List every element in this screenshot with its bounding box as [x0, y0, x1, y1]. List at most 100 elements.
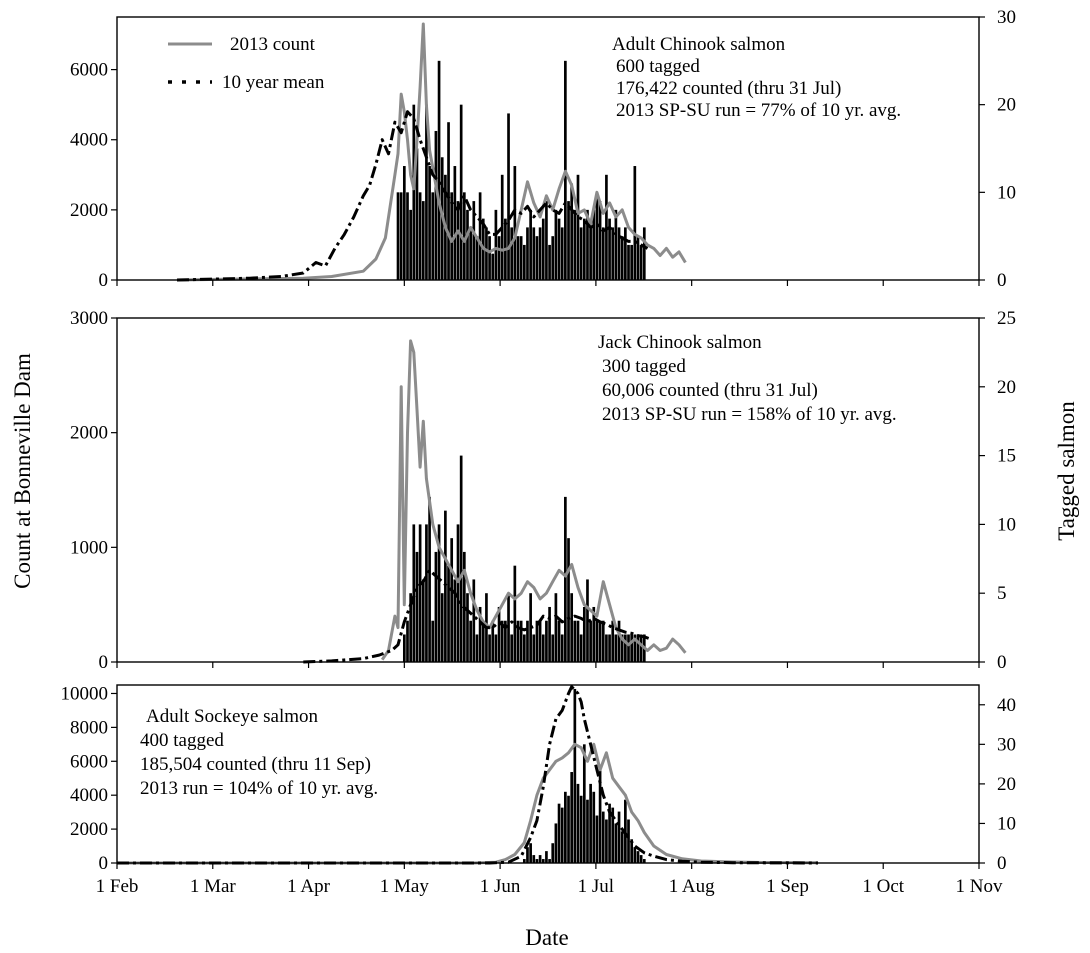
tagged-bar	[412, 524, 416, 662]
y-right-tick-label: 0	[997, 270, 1007, 291]
y-right-tick-label: 5	[997, 583, 1007, 604]
plot-frame	[116, 317, 980, 663]
tagged-bar	[601, 620, 605, 662]
tagged-bar	[421, 579, 425, 662]
tagged-bar	[548, 859, 551, 863]
tagged-bar	[529, 843, 532, 863]
tagged-bar	[396, 192, 400, 280]
tagged-bar	[586, 799, 589, 863]
tagged-bar	[425, 524, 428, 662]
tagged-bar	[605, 174, 608, 280]
tagged-bar	[620, 634, 624, 662]
tagged-bar	[560, 227, 564, 280]
tagged-bar	[532, 227, 536, 280]
tagged-bar	[567, 538, 570, 662]
tagged-bar	[478, 606, 482, 662]
tagged-bar	[573, 209, 577, 280]
tagged-bar	[592, 606, 596, 662]
x-tick-label: 1 Nov	[956, 876, 1003, 897]
tagged-bar	[428, 496, 431, 662]
tagged-bar	[579, 634, 583, 662]
tagged-bar	[551, 843, 555, 863]
y-right-tick-label: 25	[997, 308, 1016, 329]
y-left-tick-label: 6000	[70, 751, 108, 772]
tagged-bar	[538, 620, 542, 662]
y-left-tick-label: 0	[99, 652, 109, 673]
tagged-bar	[428, 166, 431, 280]
tagged-bar	[437, 60, 441, 280]
tagged-bar	[522, 244, 526, 280]
mean-line	[303, 568, 652, 664]
y-left-tick-label: 8000	[70, 717, 108, 738]
tagged-bar	[500, 620, 504, 662]
panel-annotation-line: 185,504 counted (thru 11 Sep)	[140, 754, 371, 775]
y-left-tick-label: 4000	[70, 130, 108, 151]
tagged-bar	[642, 859, 646, 863]
panel-annotation-line: 2013 SP-SU run = 77% of 10 yr. avg.	[616, 100, 901, 121]
tagged-bar	[450, 192, 454, 280]
y-right-tick-label: 10	[997, 514, 1016, 535]
mean-line	[176, 110, 649, 282]
y-left-tick-label: 0	[99, 853, 109, 874]
tagged-bar	[456, 524, 460, 662]
tagged-bar	[462, 192, 466, 280]
tagged-bar	[453, 579, 457, 662]
x-tick-label: 1 Jul	[578, 876, 614, 897]
y-left-tick-label: 2000	[70, 200, 108, 221]
y-left-tick-label: 3000	[70, 308, 108, 329]
tagged-bar	[545, 851, 548, 863]
tagged-bar	[554, 593, 558, 662]
y-axis-right-title: Tagged salmon	[1054, 401, 1079, 541]
tagged-bar	[504, 620, 507, 662]
tagged-bar	[548, 244, 551, 280]
tagged-bar	[434, 551, 438, 662]
tagged-bar	[611, 227, 615, 280]
tagged-bar	[532, 855, 536, 863]
tagged-bar	[541, 859, 545, 863]
tagged-bar	[485, 227, 488, 280]
tagged-bar	[598, 201, 602, 280]
tagged-bar	[513, 166, 517, 280]
tagged-bar	[418, 524, 422, 662]
tagged-bar	[601, 811, 605, 863]
panel-annotation-line: Adult Chinook salmon	[612, 34, 786, 55]
tagged-bar	[481, 620, 485, 662]
y-left-tick-label: 10000	[61, 683, 109, 704]
tagged-bar	[576, 174, 580, 280]
tagged-bar	[560, 807, 564, 863]
tagged-bar	[595, 815, 599, 863]
tagged-bar	[526, 227, 529, 280]
tagged-bar	[450, 538, 454, 662]
tagged-bar	[627, 244, 630, 280]
tagged-bar	[633, 634, 637, 662]
tagged-bar	[500, 174, 504, 280]
count-line	[380, 339, 687, 661]
tagged-bar	[513, 565, 517, 662]
tagged-bar	[519, 620, 523, 662]
count-line	[176, 22, 687, 282]
tagged-bar	[598, 768, 602, 863]
plot-frame	[116, 684, 980, 864]
y-right-tick-label: 40	[997, 695, 1016, 716]
tagged-bar	[579, 227, 583, 280]
tagged-bar	[605, 819, 608, 863]
tagged-bar	[475, 634, 479, 662]
tagged-bar	[582, 606, 586, 662]
tagged-bar	[576, 620, 580, 662]
tagged-bar	[453, 166, 457, 280]
x-axis-title: Date	[525, 925, 568, 950]
tagged-bar	[541, 218, 545, 280]
tagged-bar	[466, 593, 469, 662]
tagged-bar	[409, 209, 412, 280]
tagged-bar	[589, 783, 592, 863]
x-tick-label: 1 Apr	[287, 876, 330, 897]
tagged-bar	[402, 166, 406, 280]
tagged-bar	[532, 634, 536, 662]
tagged-bar	[624, 634, 627, 662]
tagged-bar	[608, 218, 611, 280]
panel-adult-sockeye: 0 2000 4000 6000 8000 10000 0 10 20 30 40 1 Feb 1 Ma…	[61, 683, 1017, 897]
y-right-tick-label: 0	[997, 652, 1007, 673]
tagged-bar	[535, 236, 539, 280]
x-tick-label: 1 Oct	[862, 876, 904, 897]
tagged-bar	[522, 634, 526, 662]
